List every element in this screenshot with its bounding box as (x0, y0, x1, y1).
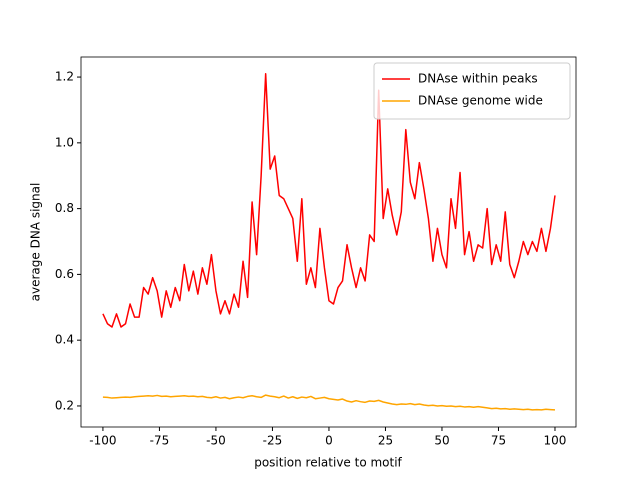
x-tick-label: -25 (263, 434, 283, 448)
x-tick-label: -50 (206, 434, 226, 448)
axes-frame (80, 56, 577, 428)
data-line (102, 73, 556, 328)
legend-label: DNAse within peaks (418, 72, 538, 86)
legend-box (373, 62, 571, 120)
x-tick-label: 50 (434, 434, 449, 448)
x-tick-label: 100 (544, 434, 567, 448)
y-tick-label: 0.2 (55, 398, 74, 412)
x-tick-label: 25 (378, 434, 393, 448)
y-tick-label: 0.8 (55, 201, 74, 215)
x-axis-label: position relative to motif (254, 456, 402, 470)
x-tick-label: 75 (491, 434, 506, 448)
legend-label: DNAse genome wide (418, 94, 543, 108)
y-tick-label: 1.0 (55, 135, 74, 149)
y-tick-label: 1.2 (55, 70, 74, 84)
data-line (102, 394, 556, 411)
y-tick-label: 0.6 (55, 267, 74, 281)
y-axis-label: average DNA signal (29, 183, 43, 302)
x-tick-label: -100 (89, 434, 116, 448)
x-tick-label: 0 (325, 434, 333, 448)
x-tick-label: -75 (150, 434, 170, 448)
y-tick-label: 0.4 (55, 333, 74, 347)
